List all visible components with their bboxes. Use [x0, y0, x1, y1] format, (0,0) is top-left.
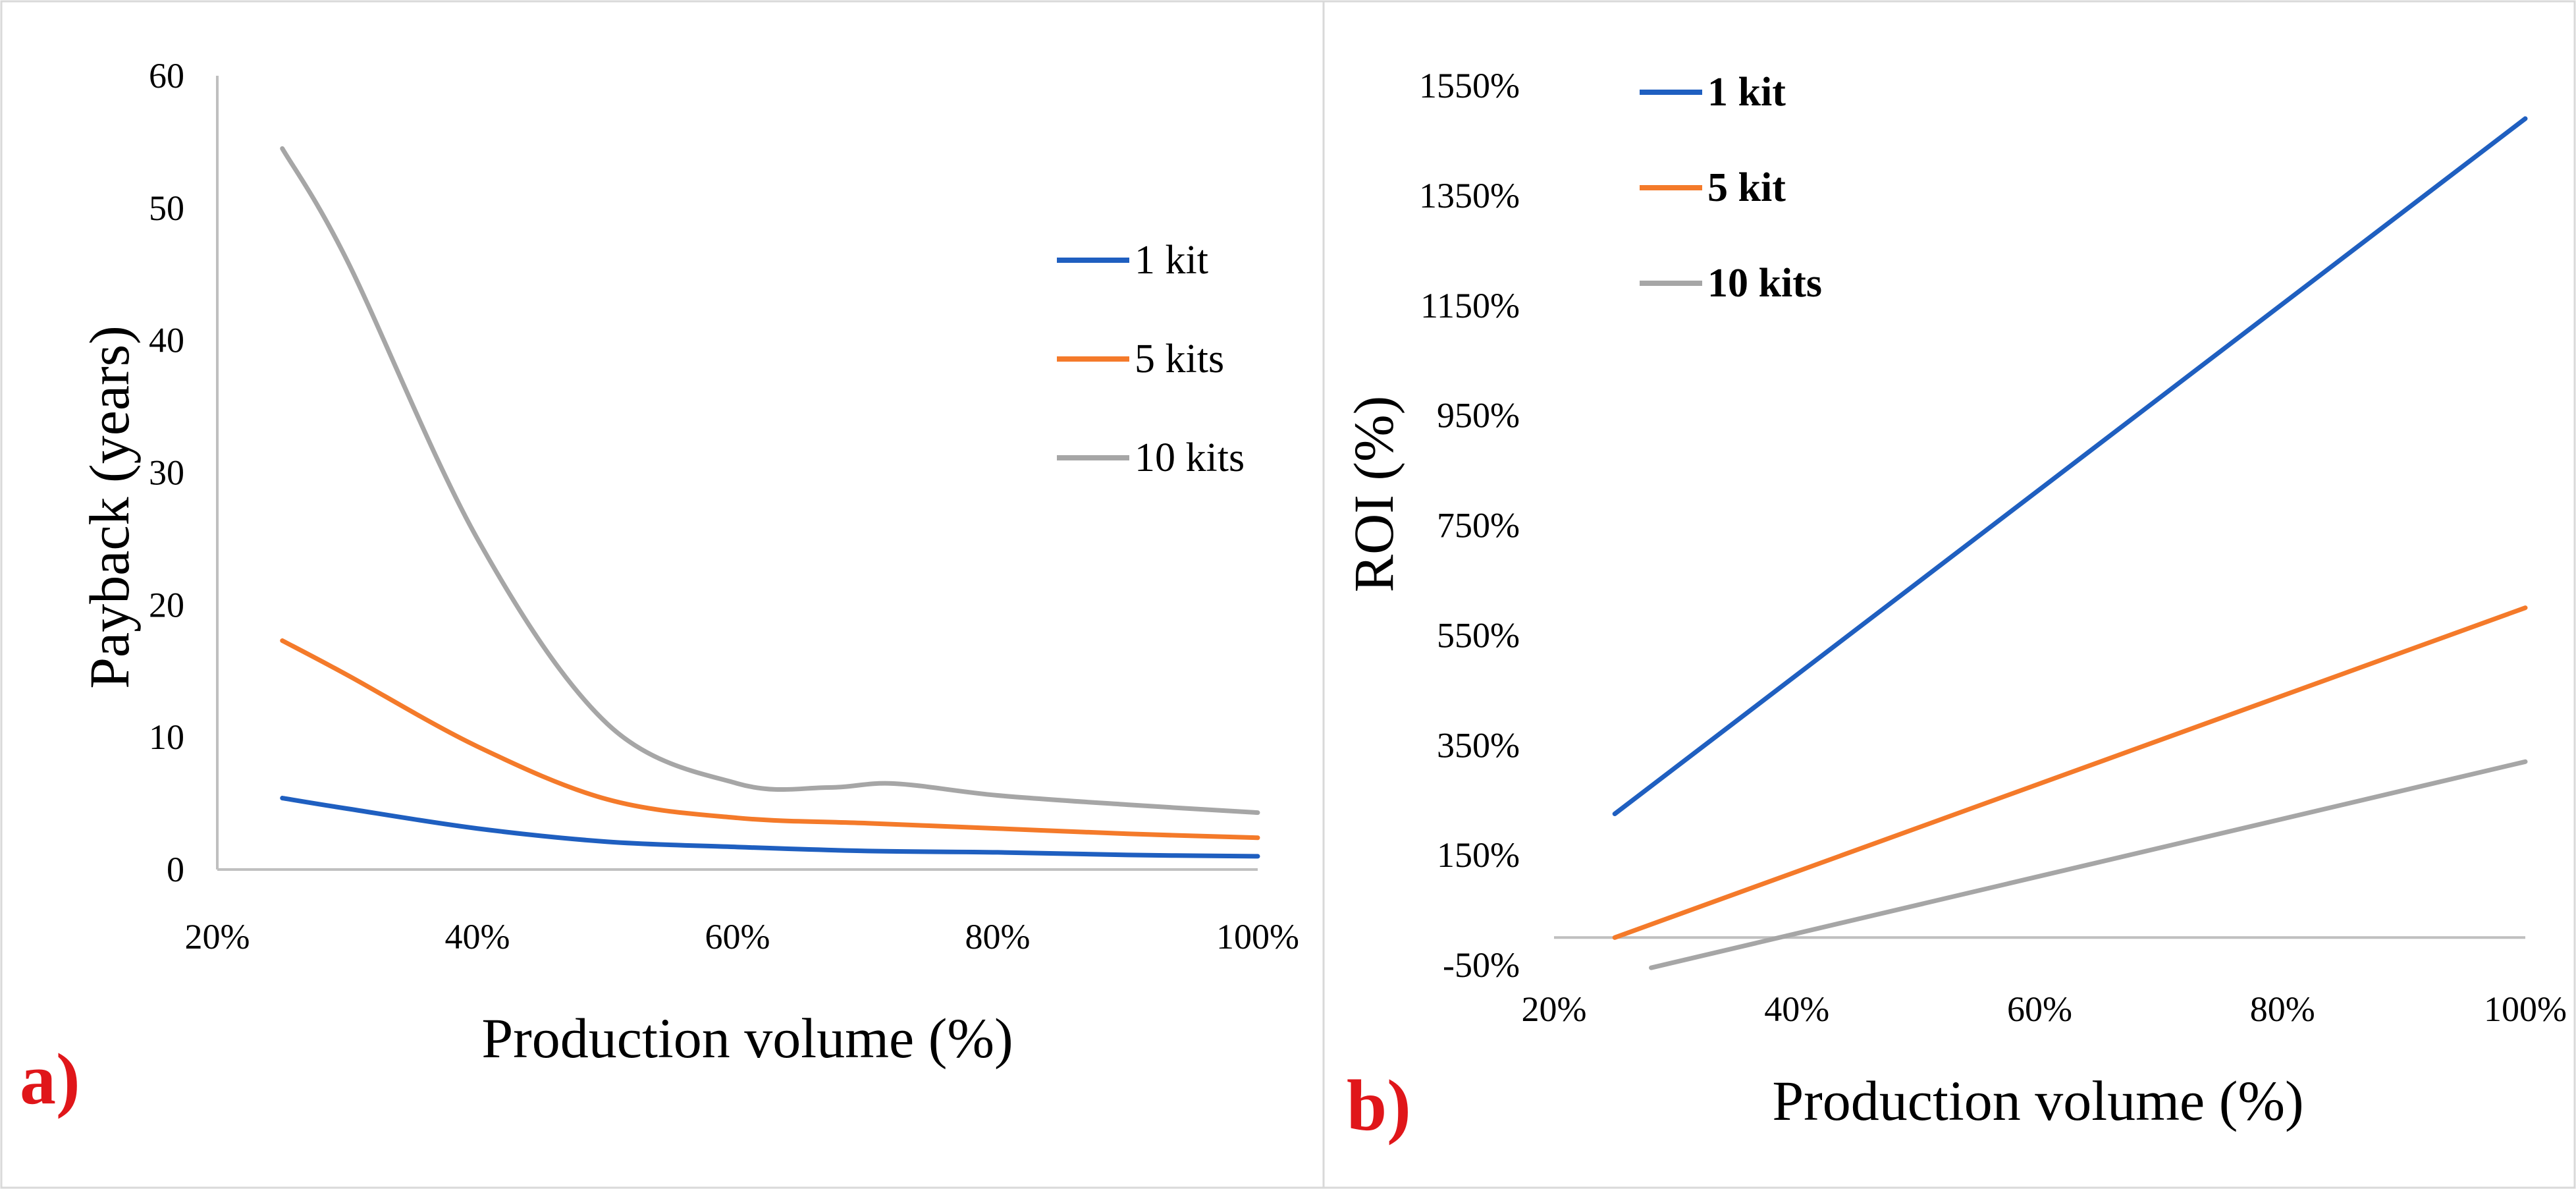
panel-b-series-line-10-kits: [1649, 759, 2528, 970]
panel-b-y-tick-label: 750%: [1437, 506, 1520, 545]
panel-a-legend-label: 5 kits: [1135, 337, 1224, 381]
panel-b-x-tick-label: 100%: [2484, 989, 2567, 1029]
panel-b-label: b): [1347, 1065, 1411, 1146]
panel-a-y-tick-label: 10: [149, 717, 184, 757]
panel-a-x-tick-label: 100%: [1216, 917, 1299, 956]
panel-b-y-tick-label: 350%: [1437, 725, 1520, 765]
panel-a-x-tick-label: 20%: [185, 917, 250, 956]
chart-panel-b: -50% 150% 350% 550% 750% 950% 1150% 1350% 1550% 2…: [1419, 66, 2567, 1029]
panel-a-x-axis-title: Production volume (%): [481, 1007, 1013, 1070]
panel-a-y-tick-label: 60: [149, 56, 184, 96]
panel-b-x-axis-title: Production volume (%): [1772, 1069, 2303, 1132]
panel-b-x-tick-label: 60%: [2007, 989, 2072, 1029]
panel-a-legend-label: 10 kits: [1135, 435, 1245, 480]
chart-panel-a: 0 10 20 30 40 50 60 20% 40% 60% 80% 100% 1 kit 5 kits…: [149, 56, 1299, 956]
panel-a-x-tick-label: 60%: [705, 917, 770, 956]
panel-b-series-line-5-kit: [1612, 605, 2528, 940]
panel-b-legend-label: 5 kit: [1707, 165, 1786, 210]
panel-a-y-tick-label: 0: [167, 850, 184, 889]
panel-a-x-tick-label: 80%: [965, 917, 1031, 956]
panel-b-y-tick-label: 1550%: [1419, 66, 1520, 105]
panel-b-x-tick-label: 80%: [2250, 989, 2315, 1029]
panel-a-y-tick-label: 30: [149, 453, 184, 493]
panel-a-series-line-1-kit: [280, 796, 1260, 859]
panel-a-series-line-10-kits: [280, 146, 1260, 816]
panel-b-y-axis-title: ROI (%): [1342, 396, 1405, 593]
panel-a-y-tick-label: 40: [149, 321, 184, 360]
panel-b-y-tick-label: 550%: [1437, 615, 1520, 655]
panel-b-x-tick-label: 20%: [1522, 989, 1587, 1029]
panel-a-y-tick-label: 50: [149, 188, 184, 228]
panel-a-x-tick-label: 40%: [445, 917, 510, 956]
panel-b-legend-label: 10 kits: [1707, 261, 1822, 306]
panel-a-legend-label: 1 kit: [1135, 238, 1208, 283]
panel-a-label: a): [20, 1039, 80, 1119]
panel-a-series-line-5-kits: [280, 638, 1260, 841]
panel-b-series-line-1-kit: [1612, 116, 2528, 817]
panel-b-legend-label: 1 kit: [1707, 70, 1786, 115]
panel-b-y-tick-label: -50%: [1443, 945, 1520, 985]
panel-a-y-tick-label: 20: [149, 585, 184, 624]
panel-b-y-tick-label: 950%: [1437, 396, 1520, 435]
panel-b-y-tick-label: 1350%: [1419, 176, 1520, 215]
panel-b-x-tick-label: 40%: [1764, 989, 1829, 1029]
panel-b-y-tick-label: 150%: [1437, 835, 1520, 875]
panel-b-y-tick-label: 1150%: [1420, 286, 1520, 325]
panel-a-y-axis-title: Payback (years): [78, 325, 141, 689]
